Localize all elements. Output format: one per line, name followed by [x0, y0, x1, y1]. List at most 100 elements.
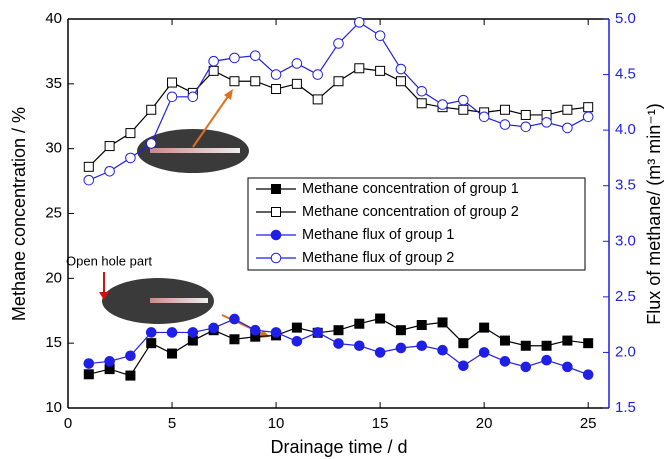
- y-tick-label: 35: [45, 75, 62, 92]
- marker: [125, 350, 136, 362]
- marker: [145, 327, 157, 338]
- y2-tick-label: 3.0: [615, 232, 636, 249]
- marker: [167, 77, 178, 88]
- y2-tick-label: 1.5: [615, 399, 636, 416]
- marker: [582, 369, 594, 380]
- x-tick-label: 15: [372, 415, 389, 432]
- marker: [270, 327, 282, 338]
- y2-tick-label: 4.5: [615, 66, 636, 83]
- legend-box: [247, 177, 586, 271]
- marker: [562, 335, 573, 346]
- orange-arrow: [192, 94, 230, 148]
- marker: [229, 334, 240, 345]
- marker: [291, 336, 303, 347]
- marker: [478, 111, 490, 123]
- marker: [145, 138, 157, 149]
- marker: [458, 338, 469, 349]
- x-tick-label: 25: [580, 415, 597, 432]
- marker: [562, 104, 573, 115]
- marker: [250, 76, 261, 87]
- orange-arrow-head: [224, 89, 233, 100]
- marker: [499, 119, 511, 130]
- legend-label: Methane concentration of group 2: [302, 204, 519, 220]
- x-tick-label: 10: [268, 415, 285, 432]
- marker: [541, 340, 552, 351]
- y-tick-label: 25: [45, 204, 62, 221]
- marker: [478, 347, 490, 358]
- marker: [354, 340, 365, 352]
- marker: [395, 325, 406, 336]
- marker: [437, 99, 448, 110]
- marker: [416, 98, 427, 109]
- marker: [229, 52, 240, 64]
- marker: [291, 322, 302, 333]
- marker: [104, 165, 115, 177]
- annotation: Open hole part: [66, 253, 152, 268]
- marker: [83, 358, 95, 369]
- marker: [312, 69, 323, 80]
- marker: [458, 104, 469, 115]
- marker: [583, 102, 594, 113]
- marker: [520, 361, 532, 373]
- marker: [333, 76, 344, 87]
- marker: [333, 338, 344, 349]
- marker: [520, 121, 532, 133]
- marker: [270, 69, 282, 80]
- marker: [104, 356, 115, 367]
- legend-marker: [270, 229, 282, 241]
- marker: [583, 338, 594, 349]
- marker: [83, 161, 94, 172]
- marker: [541, 354, 552, 366]
- marker: [458, 360, 469, 372]
- marker: [312, 327, 323, 338]
- y-axis-title: Methane concentration / %: [9, 107, 29, 321]
- x-axis-title: Drainage time / d: [270, 437, 407, 457]
- marker: [395, 342, 407, 354]
- photo-group-1: [102, 278, 214, 324]
- marker: [374, 347, 386, 358]
- legend-label: Methane concentration of group 1: [302, 181, 519, 197]
- marker: [395, 63, 407, 75]
- marker: [125, 152, 136, 164]
- x-tick-label: 5: [168, 415, 176, 432]
- marker: [291, 58, 303, 69]
- marker: [416, 340, 428, 352]
- marker: [416, 85, 428, 97]
- y-tick-label: 20: [45, 269, 62, 286]
- y-tick-label: 10: [45, 399, 62, 416]
- marker: [437, 344, 448, 356]
- y2-tick-label: 3.5: [615, 177, 636, 194]
- marker: [312, 94, 323, 105]
- marker: [125, 370, 136, 381]
- marker: [416, 320, 427, 331]
- marker: [104, 141, 115, 152]
- y2-tick-label: 5.0: [615, 10, 636, 27]
- marker: [520, 109, 531, 120]
- y2-axis-title: Flux of methane/ (m³ min⁻¹): [644, 103, 664, 325]
- marker: [208, 55, 219, 67]
- marker: [520, 340, 531, 351]
- marker: [333, 325, 344, 336]
- marker: [354, 318, 365, 329]
- marker: [458, 94, 469, 106]
- y2-tick-label: 2.5: [615, 288, 636, 305]
- marker: [229, 313, 240, 325]
- legend: Methane concentration of group 1 Methane …: [247, 177, 586, 271]
- marker: [437, 317, 448, 328]
- y2-tick-label: 4.0: [615, 121, 636, 138]
- marker: [562, 122, 573, 134]
- marker: [146, 104, 157, 115]
- marker: [582, 111, 594, 123]
- legend-marker: [271, 184, 281, 194]
- red-arrow-head: [99, 292, 109, 300]
- marker: [83, 369, 94, 380]
- marker: [271, 84, 282, 95]
- y-tick-label: 15: [45, 334, 62, 351]
- y-tick-label: 30: [45, 140, 62, 157]
- legend-marker: [270, 252, 282, 264]
- marker: [83, 174, 95, 186]
- x-tick-label: 0: [64, 415, 72, 432]
- marker: [374, 30, 386, 41]
- marker: [375, 65, 386, 76]
